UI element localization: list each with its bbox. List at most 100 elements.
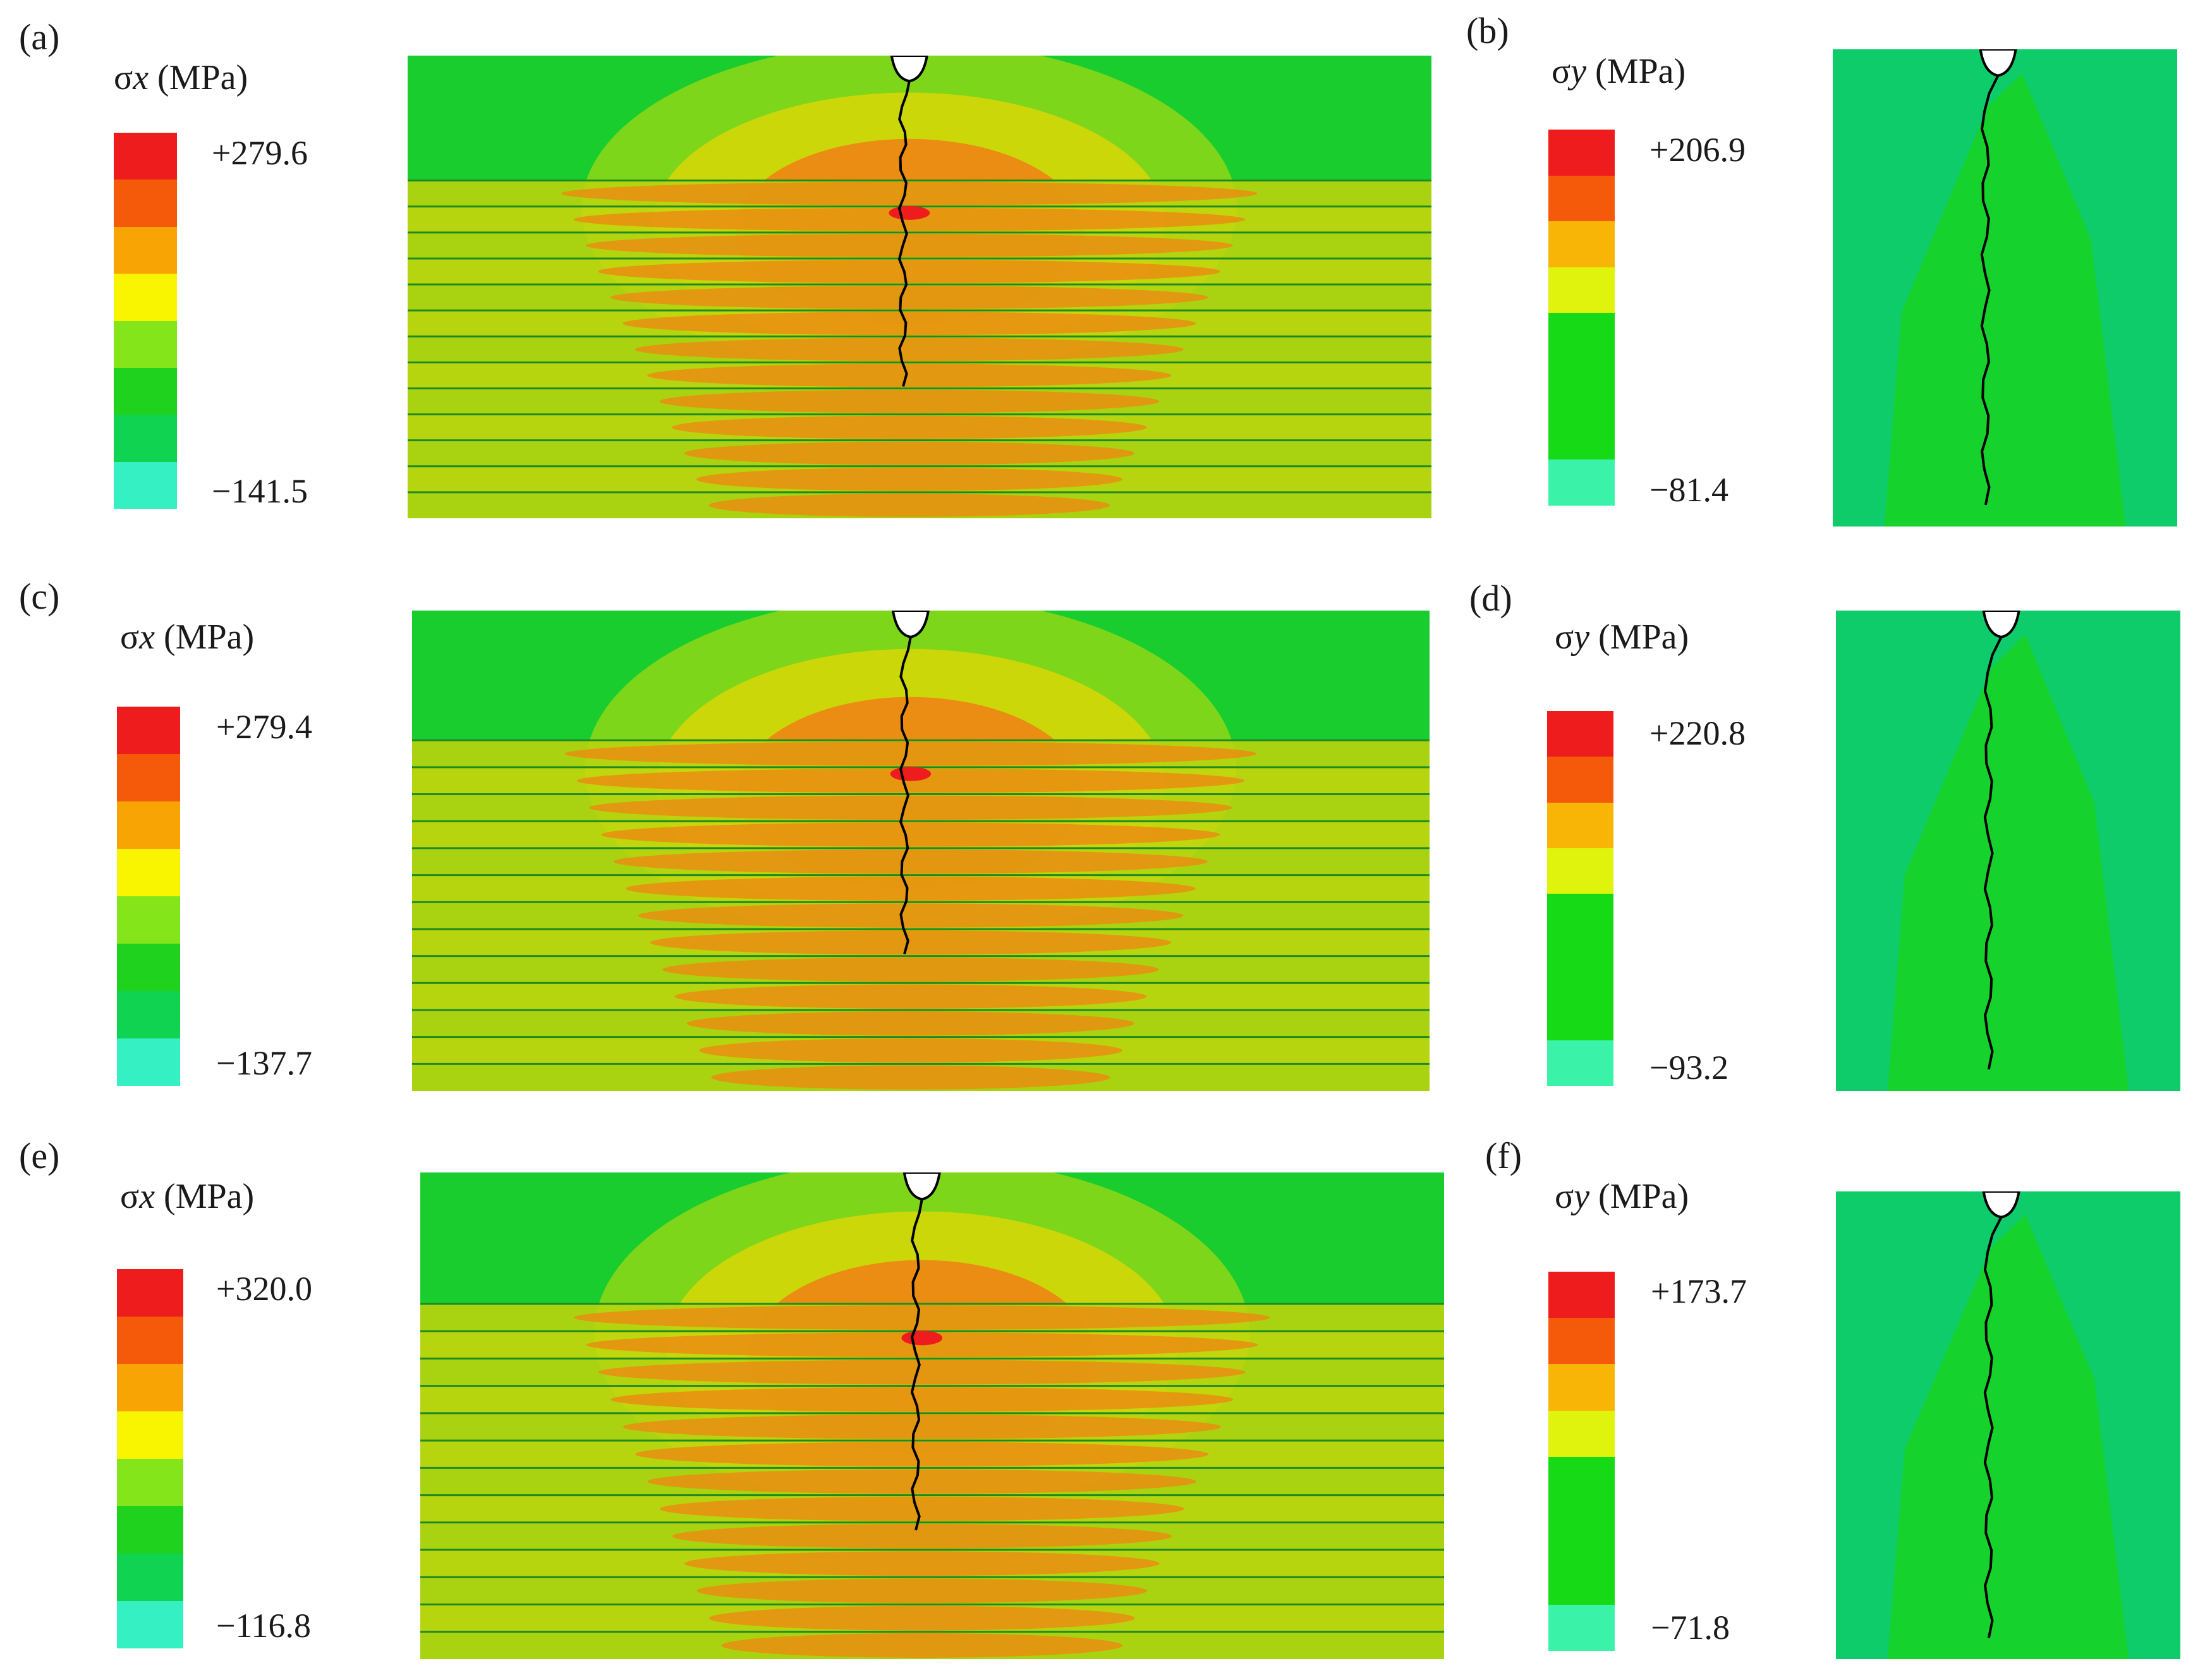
legend-subscript: y (1574, 618, 1590, 657)
layer-stress-band (564, 741, 1257, 766)
panel-letter: (d) (1469, 578, 1512, 619)
legend-subscript: x (139, 1177, 155, 1216)
legend-subscript: y (1570, 52, 1587, 91)
legend-subscript: x (139, 618, 155, 657)
crack-path (1983, 1216, 2003, 1639)
legend-title: σy (MPa) (1552, 54, 1686, 89)
legend-swatch (117, 1554, 183, 1601)
legend-quantity: σ (1552, 52, 1571, 91)
legend-swatch (117, 991, 180, 1038)
layer-stress-band (598, 260, 1221, 284)
layer-stress-band (660, 1496, 1184, 1521)
legend-swatch (114, 320, 177, 368)
legend-swatch (1548, 413, 1615, 460)
layer-stress-band (659, 389, 1160, 413)
legend-swatch (117, 754, 180, 801)
layer-stress-band (647, 1469, 1196, 1494)
legend-swatch (114, 367, 177, 415)
legend-colorbar (1548, 1272, 1615, 1651)
layer-stress-band (601, 822, 1220, 847)
crack-path (1983, 636, 2003, 1070)
layer-stress-band (696, 1578, 1148, 1604)
crack-path (897, 80, 911, 387)
legend-title: σx (MPa) (120, 1179, 254, 1214)
legend-swatch (1548, 1456, 1615, 1559)
notch (1982, 1191, 2020, 1219)
legend-swatch (1548, 175, 1615, 222)
legend-colorbar (117, 707, 180, 1086)
legend-max-value: +206.9 (1649, 131, 1746, 169)
legend-swatch (117, 849, 180, 896)
legend-swatch (1548, 1558, 1615, 1605)
tensile-zone (1887, 1215, 2129, 1659)
legend-swatch (1547, 757, 1613, 803)
legend-swatch (114, 461, 177, 509)
legend-max-value: +320.0 (216, 1270, 312, 1308)
legend-swatch (1547, 802, 1613, 848)
stress-contour-plot (408, 56, 1431, 518)
legend-unit: (MPa) (157, 58, 248, 97)
legend-swatch (1548, 1364, 1615, 1411)
legend-subscript: x (133, 58, 149, 97)
legend-min-value: −137.7 (216, 1044, 312, 1082)
legend-colorbar (114, 133, 177, 509)
layer-stress-band (671, 415, 1147, 439)
layer-stress-band (561, 181, 1258, 205)
layer-stress-band (647, 363, 1172, 387)
layer-stress-band (585, 233, 1233, 257)
layer-stress-band (672, 1523, 1172, 1549)
legend-swatch (1547, 711, 1613, 757)
legend-swatch (1547, 1040, 1613, 1086)
legend-min-value: −81.4 (1649, 471, 1728, 509)
layer-stress-band (589, 795, 1232, 820)
legend-unit: (MPa) (1598, 1177, 1689, 1216)
legend-unit: (MPa) (1595, 52, 1686, 91)
legend-swatch (117, 1038, 180, 1086)
legend-title: σy (MPa) (1555, 1179, 1689, 1214)
legend-swatch (1548, 1604, 1615, 1651)
legend-quantity: σ (1555, 1177, 1574, 1216)
layer-stress-band (638, 903, 1184, 928)
legend-quantity: σ (1555, 618, 1574, 657)
stress-contour-plot (1833, 49, 2177, 527)
layer-stress-band (708, 1605, 1135, 1631)
legend-swatch (114, 180, 177, 227)
legend-quantity: σ (120, 618, 140, 657)
layer-stress-band (611, 1387, 1234, 1412)
legend-title: σx (MPa) (114, 60, 248, 95)
legend-subscript: y (1574, 1177, 1590, 1216)
layer-stress-band (650, 930, 1172, 955)
legend-max-value: +279.6 (212, 134, 308, 172)
legend-quantity: σ (114, 58, 133, 97)
notch (891, 611, 930, 638)
layer-stress-band (708, 493, 1110, 517)
layer-stress-band (686, 1011, 1135, 1036)
crack-path (899, 636, 912, 954)
legend-colorbar (117, 1269, 183, 1648)
legend-swatch (117, 1411, 183, 1459)
legend-title: σx (MPa) (120, 619, 254, 655)
legend-min-value: −116.8 (216, 1607, 311, 1645)
legend-max-value: +279.4 (216, 708, 312, 746)
legend-swatch (1548, 130, 1615, 176)
layer-stress-band (696, 467, 1122, 491)
layer-stress-band (598, 1360, 1246, 1385)
legend-swatch (117, 1601, 183, 1648)
legend-swatch (1548, 1410, 1615, 1457)
legend-swatch (1547, 848, 1613, 894)
legend-swatch (117, 1459, 183, 1506)
legend-swatch (117, 1364, 183, 1411)
layer-stress-band (635, 338, 1184, 362)
layer-stress-band (623, 312, 1196, 336)
crack-tip-peak (890, 767, 932, 781)
legend-swatch (1548, 221, 1615, 267)
legend-unit: (MPa) (164, 1177, 255, 1216)
layer-stress-band (684, 441, 1135, 465)
notch (902, 1172, 941, 1201)
crack-tip-peak (901, 1330, 943, 1346)
layer-stress-band (574, 1305, 1270, 1330)
panel-letter: (b) (1466, 10, 1509, 51)
layer-stress-band (626, 876, 1196, 901)
layer-stress-band (662, 957, 1159, 982)
